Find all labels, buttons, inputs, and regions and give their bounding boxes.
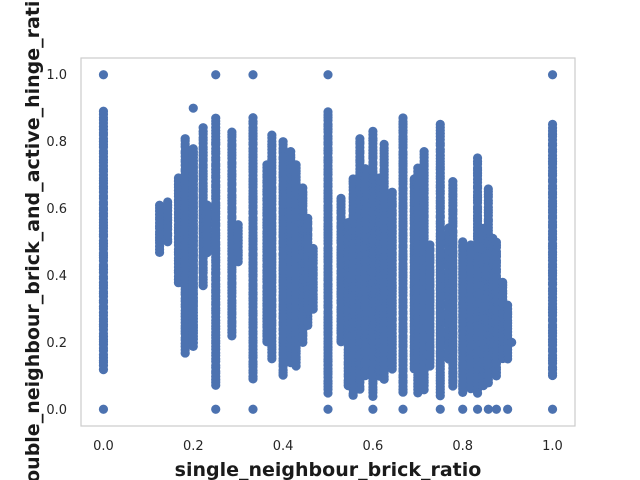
scatter-point [198,123,208,133]
scatter-point [202,200,212,210]
y-tick-label: 0.2 [46,336,67,351]
scatter-point [98,106,109,116]
y-axis-label: double_neighbour_brick_and_active_hinge_… [22,0,44,480]
scatter-point [425,240,435,250]
scatter-point [98,70,109,80]
scatter-point [248,404,258,414]
scatter-point [163,197,173,207]
y-tick-label: 1.0 [46,68,67,83]
scatter-point [498,277,508,287]
x-tick-labels: 0.0 0.2 0.4 0.6 0.8 1.0 [93,439,563,454]
scatter-point [323,404,333,414]
y-tick-label: 0.4 [46,269,67,284]
x-tick-label: 0.0 [93,439,114,454]
scatter-point [154,200,165,210]
scatter-point [507,337,517,347]
scatter-point [387,187,397,197]
scatter-point [355,134,365,144]
scatter-point [448,177,458,187]
scatter-point [233,220,243,230]
scatter-point [248,113,258,123]
scatter-point [188,103,198,113]
scatter-point [419,146,429,157]
scatter-point [483,404,493,414]
scatter-point [248,70,258,80]
scatter-point [503,300,513,310]
x-axis-label: single_neighbour_brick_ratio [175,459,482,480]
scatter-point [211,404,221,414]
scatter-point [98,404,109,414]
scatter-point [435,119,445,129]
scatter-point [491,404,502,414]
scatter-point [398,404,408,414]
plot-frame [80,57,576,427]
scatter-point [547,404,558,414]
y-tick-label: 0.8 [46,135,67,150]
scatter-point [491,237,502,247]
y-tick-label: 0.6 [46,202,67,217]
scatter-point [458,237,468,247]
x-tick-label: 0.6 [363,439,384,454]
scatter-point [398,113,408,123]
scatter-point [458,404,468,414]
scatter-point [483,184,493,194]
scatter-point [503,404,513,414]
scatter-point [368,404,378,414]
x-tick-label: 0.4 [273,439,294,454]
scatter-point [211,70,221,80]
scatter-point [291,160,301,170]
scatter-point [267,130,277,140]
scatter-point [360,164,370,174]
scatter-point [368,126,378,136]
scatter-point [278,137,288,147]
x-tick-label: 0.8 [452,439,473,454]
scatter-point [472,404,483,414]
scatter-point [180,134,190,144]
x-tick-label: 1.0 [542,439,563,454]
scatter-points [98,70,558,414]
scatter-point [547,70,558,80]
y-tick-label: 0.0 [46,403,67,418]
scatter-point [472,153,483,163]
x-tick-label: 0.2 [183,439,204,454]
scatter-point [188,146,198,157]
scatter-point [227,127,237,137]
scatter-point [308,243,318,254]
scatter-point [323,70,333,80]
y-tick-labels: 0.0 0.2 0.4 0.6 0.8 1.0 [46,68,67,418]
scatter-point [379,139,389,149]
scatter-point [286,147,296,157]
scatter-point [336,193,346,203]
scatter-point [303,213,313,223]
scatter-point [435,404,445,414]
scatter-point [298,183,308,193]
scatter-point [211,113,221,123]
scatter-point [547,119,558,129]
scatter-point [323,107,333,117]
